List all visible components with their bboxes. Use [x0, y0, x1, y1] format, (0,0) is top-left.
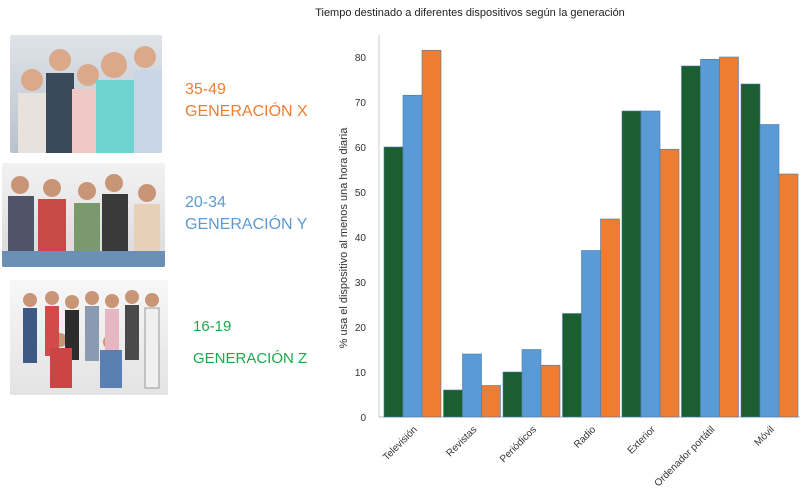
- generation-y-photo: [2, 163, 165, 267]
- bar: [443, 389, 463, 418]
- generation-x-name: GENERACIÓN X: [185, 103, 308, 120]
- x-tick-label: Radio: [572, 424, 599, 451]
- bar: [719, 56, 739, 418]
- generation-z-age: 16-19: [193, 318, 232, 335]
- generation-z-name: GENERACIÓN Z: [193, 350, 308, 367]
- generation-y-age: 20-34: [185, 194, 226, 211]
- bar: [659, 148, 680, 418]
- bar: [681, 65, 701, 418]
- y-tick-label: 30: [355, 278, 367, 289]
- chart-title: Tiempo destinado a diferentes dispositiv…: [315, 7, 625, 19]
- bar: [540, 364, 561, 418]
- x-tick-label: Ordenador portátil: [653, 424, 718, 489]
- x-tick-label: Exterior: [626, 424, 659, 457]
- bar: [700, 58, 720, 418]
- bar: [383, 146, 404, 418]
- bar: [502, 371, 523, 418]
- bar: [421, 49, 442, 418]
- x-tick-label: Revistas: [444, 424, 479, 459]
- x-tick-label: Móvil: [753, 424, 777, 448]
- y-tick-label: 60: [355, 143, 367, 154]
- x-tick-label: Periódicos: [498, 424, 539, 465]
- bar: [600, 218, 620, 418]
- y-axis-label: % usa el dispositivo al menos una hora d…: [338, 127, 350, 349]
- bar: [402, 94, 423, 418]
- bar: [462, 353, 482, 418]
- people-group-icon: [2, 174, 165, 267]
- y-tick-label: 20: [355, 323, 367, 334]
- bar: [778, 173, 799, 418]
- x-tick-label: Televisión: [381, 424, 420, 463]
- y-tick-label: 50: [355, 188, 367, 199]
- bar: [621, 110, 642, 418]
- y-tick-label: 40: [355, 233, 367, 244]
- people-group-icon: [23, 290, 160, 389]
- y-tick-label: 80: [355, 53, 367, 64]
- generation-x-age: 35-49: [185, 81, 226, 98]
- y-tick-label: 10: [355, 368, 367, 379]
- generation-y-name: GENERACIÓN Y: [185, 216, 308, 233]
- people-group-icon: [18, 46, 162, 153]
- bar: [562, 313, 582, 418]
- y-tick-label: 0: [360, 413, 366, 424]
- bar: [740, 83, 761, 418]
- y-tick-label: 70: [355, 98, 367, 109]
- bar: [759, 124, 780, 418]
- bar: [521, 349, 542, 418]
- bar: [481, 385, 501, 418]
- bar: [640, 110, 661, 418]
- generation-x-photo: [10, 35, 162, 153]
- generation-z-photo: [10, 280, 168, 395]
- bar: [581, 250, 601, 418]
